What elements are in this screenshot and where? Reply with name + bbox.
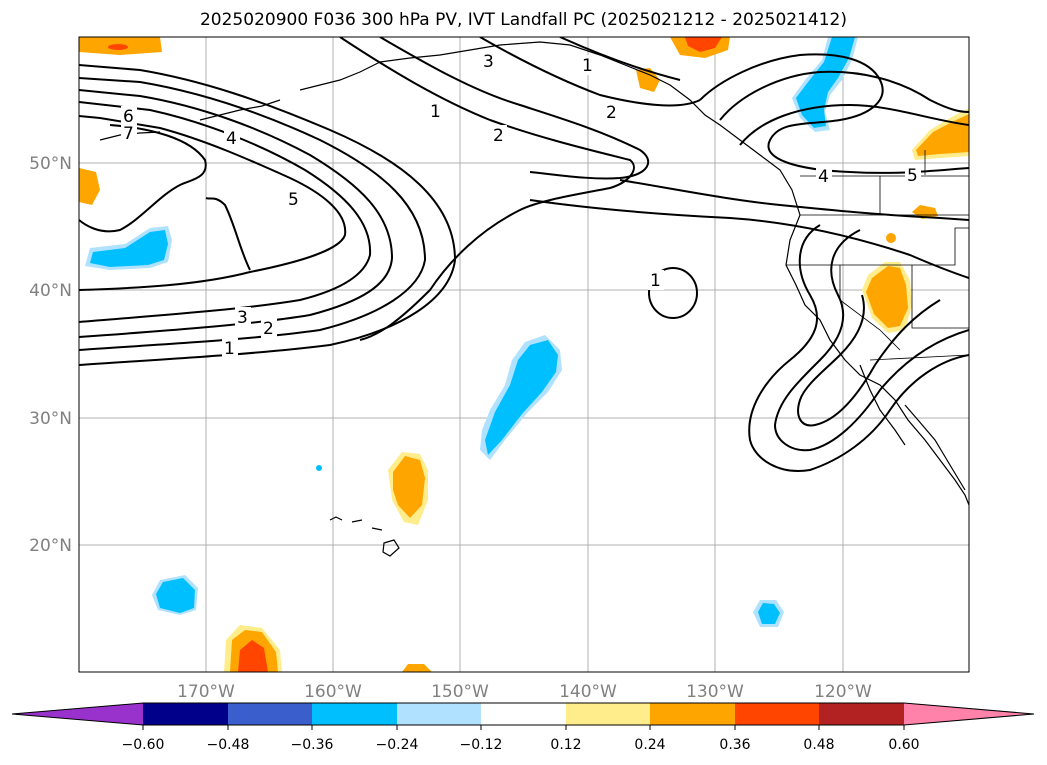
lon-label: 150°W	[431, 682, 489, 702]
ivt-anomaly-negative	[758, 603, 780, 624]
contour-label: 4	[226, 129, 237, 149]
ivt-shading	[79, 37, 969, 672]
gridlines	[79, 37, 969, 672]
lon-label: 160°W	[304, 682, 362, 702]
ivt-anomaly-negative	[796, 37, 855, 128]
ivt-anomaly-negative	[90, 230, 168, 267]
ivt-anomaly-positive	[402, 664, 432, 672]
ivt-anomaly-positive	[79, 168, 100, 205]
ivt-anomaly-positive	[916, 114, 969, 156]
ivt-anomaly-positive	[238, 640, 268, 672]
ivt-anomaly-positive	[636, 68, 660, 92]
lon-label: 120°W	[814, 682, 872, 702]
longitude-labels: 170°W 160°W 150°W 140°W 130°W 120°W	[177, 682, 872, 702]
pv-closed-contour	[648, 267, 698, 319]
contour-label: 1	[430, 102, 441, 122]
colorbar-segment	[650, 703, 735, 725]
colorbar-tick-label: 0.24	[634, 737, 665, 753]
lon-label: 140°W	[559, 682, 617, 702]
lat-label: 50°N	[29, 154, 72, 174]
ivt-anomaly-positive	[685, 37, 722, 52]
colorbar-tick-label: −0.60	[122, 737, 165, 753]
ivt-anomaly-positive	[886, 233, 896, 243]
colorbar-tick-label: 0.36	[719, 737, 750, 753]
ivt-anomaly-negative	[156, 578, 195, 613]
lat-label: 30°N	[29, 409, 72, 429]
contour-label: 2	[606, 103, 617, 123]
colorbar-tick-label: 0.12	[550, 737, 581, 753]
colorbar-segment	[143, 703, 228, 725]
colorbar-extend-high	[904, 703, 1034, 725]
colorbar-tick-label: 0.48	[803, 737, 834, 753]
colorbar-tick-label: −0.36	[291, 737, 334, 753]
lon-label: 170°W	[177, 682, 235, 702]
political-borders	[786, 150, 969, 361]
ivt-anomaly-positive	[912, 205, 938, 219]
lat-label: 20°N	[29, 536, 72, 556]
contour-label: 3	[237, 308, 248, 328]
colorbar-tick-label: −0.12	[460, 737, 503, 753]
contour-label: 3	[483, 52, 494, 72]
contour-label: 6	[123, 107, 134, 127]
contour-label: 5	[288, 190, 299, 210]
colorbar-segment	[481, 703, 566, 725]
contour-label: 1	[224, 339, 235, 359]
ivt-anomaly-positive	[108, 44, 128, 50]
colorbar-segment	[228, 703, 312, 725]
colorbar-tick-label: −0.48	[207, 737, 250, 753]
ivt-anomaly-positive	[393, 456, 425, 518]
pv-contours	[79, 37, 969, 472]
colorbar-segment	[397, 703, 481, 725]
contour-label: 7	[123, 124, 134, 144]
colorbar-tick-label: −0.24	[376, 737, 419, 753]
ivt-anomaly-negative	[316, 465, 322, 471]
colorbar-segment	[312, 703, 397, 725]
contour-label: 4	[818, 167, 829, 187]
colorbar-segment	[735, 703, 819, 725]
contour-label: 1	[650, 271, 661, 291]
lon-label: 130°W	[686, 682, 744, 702]
pv-contour-labels: 6 7 4 5 3 2 1 3 1 2 1 2 1 4	[121, 51, 921, 359]
contour-label: 5	[907, 166, 918, 186]
contour-label: 2	[493, 126, 504, 146]
colorbar: −0.60 −0.48 −0.36 −0.24 −0.12 0.12 0.24 …	[11, 702, 1035, 753]
colorbar-segment	[819, 703, 904, 725]
ivt-anomaly-negative	[485, 340, 558, 455]
contour-label: 1	[582, 56, 593, 76]
latitude-labels: 50°N 40°N 30°N 20°N	[29, 154, 72, 556]
lat-label: 40°N	[29, 281, 72, 301]
ivt-anomaly-positive	[866, 266, 908, 328]
map-title: 2025020900 F036 300 hPa PV, IVT Landfall…	[199, 10, 847, 30]
contour-label: 2	[263, 319, 274, 339]
colorbar-extend-low	[12, 703, 143, 725]
colorbar-tick-label: 0.60	[888, 737, 919, 753]
map-frame	[78, 36, 970, 673]
colorbar-segment	[566, 703, 650, 725]
